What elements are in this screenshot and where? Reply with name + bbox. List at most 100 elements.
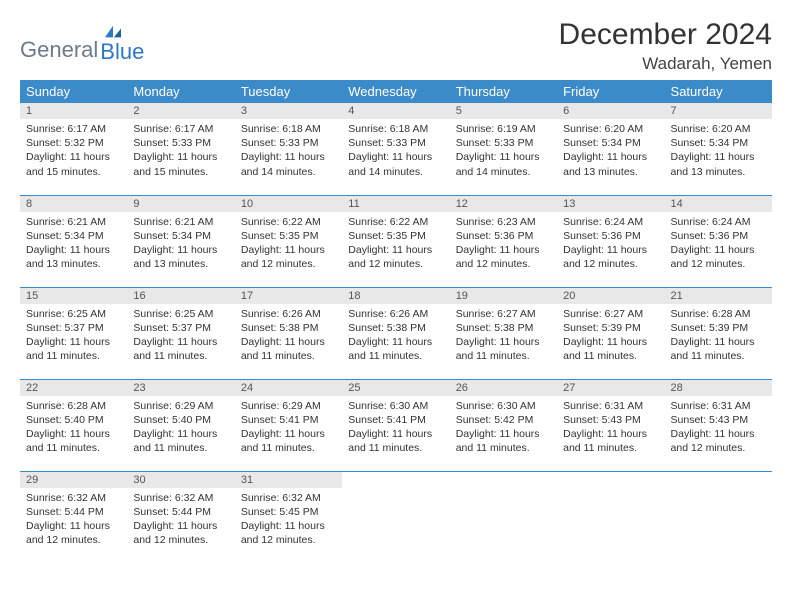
day-details: Sunrise: 6:24 AMSunset: 5:36 PMDaylight:… — [557, 212, 664, 276]
daylight-line: Daylight: 11 hours and 11 minutes. — [26, 335, 121, 363]
sunrise-line: Sunrise: 6:21 AM — [26, 215, 121, 229]
calendar-day: 24Sunrise: 6:29 AMSunset: 5:41 PMDayligh… — [235, 379, 342, 471]
month-title: December 2024 — [559, 18, 772, 52]
day-number: 19 — [450, 288, 557, 304]
calendar-day: 14Sunrise: 6:24 AMSunset: 5:36 PMDayligh… — [665, 195, 772, 287]
daylight-line: Daylight: 11 hours and 14 minutes. — [348, 150, 443, 178]
day-details: Sunrise: 6:26 AMSunset: 5:38 PMDaylight:… — [235, 304, 342, 368]
sunset-line: Sunset: 5:40 PM — [133, 413, 228, 427]
sunset-line: Sunset: 5:36 PM — [563, 229, 658, 243]
calendar-day: 29Sunrise: 6:32 AMSunset: 5:44 PMDayligh… — [20, 471, 127, 563]
calendar-day: 1Sunrise: 6:17 AMSunset: 5:32 PMDaylight… — [20, 103, 127, 195]
day-details: Sunrise: 6:25 AMSunset: 5:37 PMDaylight:… — [127, 304, 234, 368]
sunset-line: Sunset: 5:43 PM — [563, 413, 658, 427]
calendar-day: 25Sunrise: 6:30 AMSunset: 5:41 PMDayligh… — [342, 379, 449, 471]
daylight-line: Daylight: 11 hours and 13 minutes. — [563, 150, 658, 178]
day-details: Sunrise: 6:21 AMSunset: 5:34 PMDaylight:… — [127, 212, 234, 276]
sunset-line: Sunset: 5:39 PM — [671, 321, 766, 335]
day-number: 4 — [342, 103, 449, 119]
day-number: 26 — [450, 380, 557, 396]
daylight-line: Daylight: 11 hours and 11 minutes. — [456, 335, 551, 363]
day-number: 24 — [235, 380, 342, 396]
calendar-week: 1Sunrise: 6:17 AMSunset: 5:32 PMDaylight… — [20, 103, 772, 195]
day-number: 8 — [20, 196, 127, 212]
calendar-day: 20Sunrise: 6:27 AMSunset: 5:39 PMDayligh… — [557, 287, 664, 379]
day-number: 23 — [127, 380, 234, 396]
calendar-day: 27Sunrise: 6:31 AMSunset: 5:43 PMDayligh… — [557, 379, 664, 471]
sunrise-line: Sunrise: 6:32 AM — [133, 491, 228, 505]
sunrise-line: Sunrise: 6:32 AM — [26, 491, 121, 505]
daylight-line: Daylight: 11 hours and 11 minutes. — [348, 335, 443, 363]
day-details: Sunrise: 6:31 AMSunset: 5:43 PMDaylight:… — [665, 396, 772, 460]
daylight-line: Daylight: 11 hours and 13 minutes. — [26, 243, 121, 271]
sunset-line: Sunset: 5:43 PM — [671, 413, 766, 427]
calendar-day: 31Sunrise: 6:32 AMSunset: 5:45 PMDayligh… — [235, 471, 342, 563]
day-number: 21 — [665, 288, 772, 304]
day-number: 9 — [127, 196, 234, 212]
day-number: 27 — [557, 380, 664, 396]
sunrise-line: Sunrise: 6:26 AM — [348, 307, 443, 321]
daylight-line: Daylight: 11 hours and 11 minutes. — [133, 427, 228, 455]
calendar-day: 26Sunrise: 6:30 AMSunset: 5:42 PMDayligh… — [450, 379, 557, 471]
header: General Blue December 2024 Wadarah, Yeme… — [20, 18, 772, 74]
weekday-header: Friday — [557, 80, 664, 103]
daylight-line: Daylight: 11 hours and 11 minutes. — [456, 427, 551, 455]
calendar-day: 10Sunrise: 6:22 AMSunset: 5:35 PMDayligh… — [235, 195, 342, 287]
weekday-header: Tuesday — [235, 80, 342, 103]
sunset-line: Sunset: 5:38 PM — [456, 321, 551, 335]
calendar-week: 22Sunrise: 6:28 AMSunset: 5:40 PMDayligh… — [20, 379, 772, 471]
calendar-day: 16Sunrise: 6:25 AMSunset: 5:37 PMDayligh… — [127, 287, 234, 379]
sunset-line: Sunset: 5:33 PM — [456, 136, 551, 150]
day-details: Sunrise: 6:22 AMSunset: 5:35 PMDaylight:… — [342, 212, 449, 276]
daylight-line: Daylight: 11 hours and 11 minutes. — [133, 335, 228, 363]
calendar-day: 30Sunrise: 6:32 AMSunset: 5:44 PMDayligh… — [127, 471, 234, 563]
daylight-line: Daylight: 11 hours and 14 minutes. — [456, 150, 551, 178]
calendar-table: SundayMondayTuesdayWednesdayThursdayFrid… — [20, 80, 772, 563]
day-details: Sunrise: 6:29 AMSunset: 5:41 PMDaylight:… — [235, 396, 342, 460]
sunrise-line: Sunrise: 6:29 AM — [241, 399, 336, 413]
day-number: 18 — [342, 288, 449, 304]
sunrise-line: Sunrise: 6:20 AM — [563, 122, 658, 136]
day-details: Sunrise: 6:31 AMSunset: 5:43 PMDaylight:… — [557, 396, 664, 460]
day-number: 11 — [342, 196, 449, 212]
day-number: 29 — [20, 472, 127, 488]
calendar-body: 1Sunrise: 6:17 AMSunset: 5:32 PMDaylight… — [20, 103, 772, 563]
weekday-header: Monday — [127, 80, 234, 103]
day-number: 31 — [235, 472, 342, 488]
sunrise-line: Sunrise: 6:31 AM — [671, 399, 766, 413]
sunset-line: Sunset: 5:34 PM — [671, 136, 766, 150]
sunset-line: Sunset: 5:39 PM — [563, 321, 658, 335]
calendar-week: 29Sunrise: 6:32 AMSunset: 5:44 PMDayligh… — [20, 471, 772, 563]
location: Wadarah, Yemen — [559, 54, 772, 74]
daylight-line: Daylight: 11 hours and 12 minutes. — [563, 243, 658, 271]
daylight-line: Daylight: 11 hours and 12 minutes. — [671, 243, 766, 271]
daylight-line: Daylight: 11 hours and 12 minutes. — [671, 427, 766, 455]
calendar-day: 3Sunrise: 6:18 AMSunset: 5:33 PMDaylight… — [235, 103, 342, 195]
sunrise-line: Sunrise: 6:27 AM — [563, 307, 658, 321]
day-number: 17 — [235, 288, 342, 304]
daylight-line: Daylight: 11 hours and 15 minutes. — [26, 150, 121, 178]
sunrise-line: Sunrise: 6:31 AM — [563, 399, 658, 413]
sunrise-line: Sunrise: 6:18 AM — [348, 122, 443, 136]
sunrise-line: Sunrise: 6:28 AM — [26, 399, 121, 413]
daylight-line: Daylight: 11 hours and 12 minutes. — [348, 243, 443, 271]
daylight-line: Daylight: 11 hours and 11 minutes. — [26, 427, 121, 455]
calendar-day: 23Sunrise: 6:29 AMSunset: 5:40 PMDayligh… — [127, 379, 234, 471]
day-number: 7 — [665, 103, 772, 119]
logo-text-gray: General — [20, 39, 98, 61]
logo-text-blue: Blue — [100, 42, 144, 62]
sunrise-line: Sunrise: 6:17 AM — [133, 122, 228, 136]
day-details: Sunrise: 6:20 AMSunset: 5:34 PMDaylight:… — [557, 119, 664, 183]
sunset-line: Sunset: 5:35 PM — [348, 229, 443, 243]
calendar-week: 8Sunrise: 6:21 AMSunset: 5:34 PMDaylight… — [20, 195, 772, 287]
calendar-document: General Blue December 2024 Wadarah, Yeme… — [0, 0, 792, 573]
day-details: Sunrise: 6:25 AMSunset: 5:37 PMDaylight:… — [20, 304, 127, 368]
sunset-line: Sunset: 5:38 PM — [348, 321, 443, 335]
day-number: 2 — [127, 103, 234, 119]
title-block: December 2024 Wadarah, Yemen — [559, 18, 772, 74]
calendar-day: 6Sunrise: 6:20 AMSunset: 5:34 PMDaylight… — [557, 103, 664, 195]
sunrise-line: Sunrise: 6:17 AM — [26, 122, 121, 136]
sunset-line: Sunset: 5:38 PM — [241, 321, 336, 335]
sunrise-line: Sunrise: 6:24 AM — [563, 215, 658, 229]
weekday-row: SundayMondayTuesdayWednesdayThursdayFrid… — [20, 80, 772, 103]
